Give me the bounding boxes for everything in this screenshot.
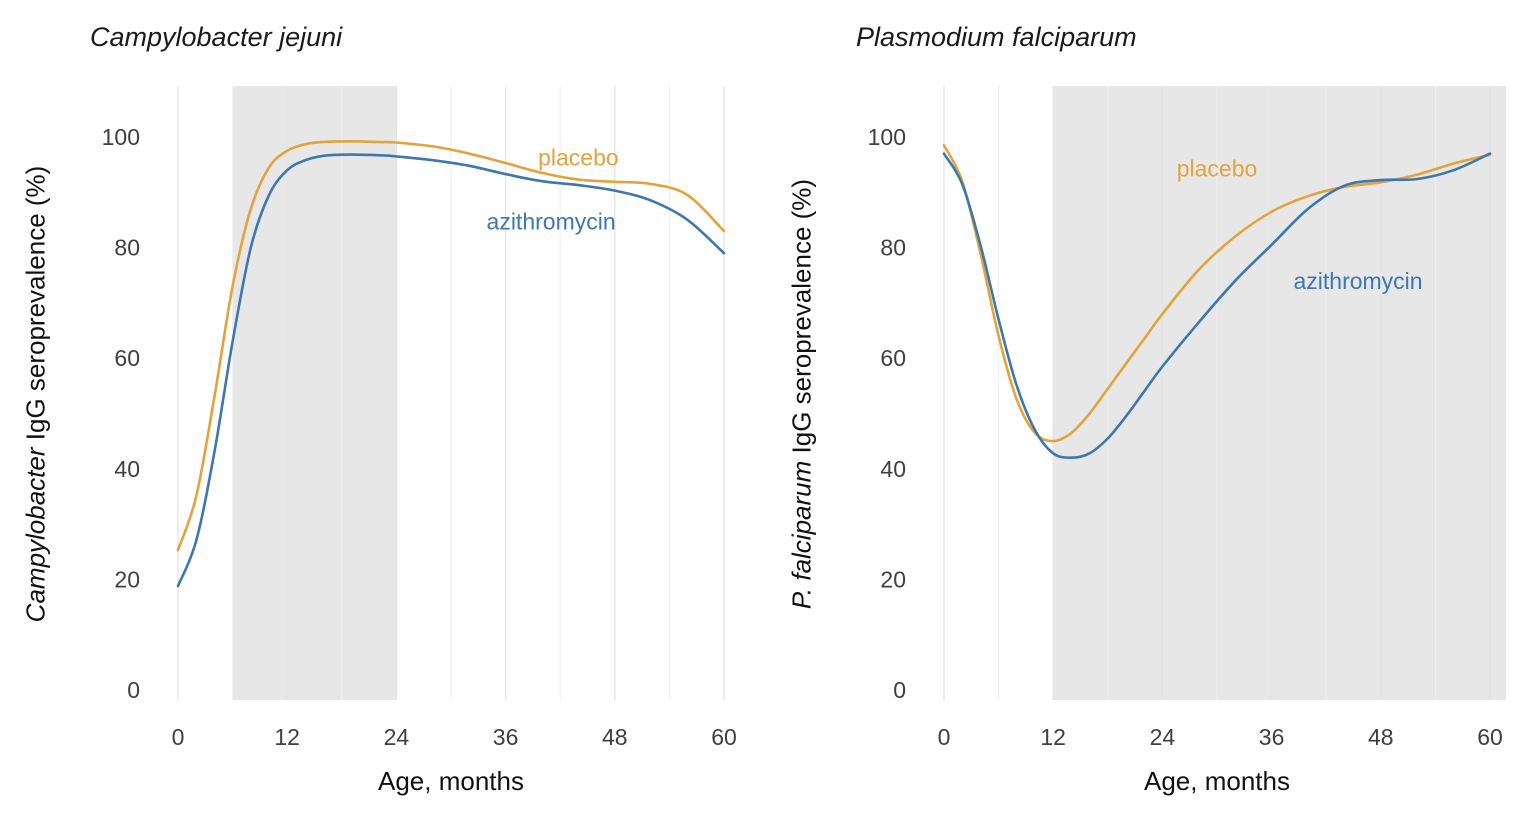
treatment-period-band [1053, 86, 1506, 700]
y-tick-labels: 0 20 40 60 80 100 [102, 124, 140, 703]
placebo-curve [176, 140, 726, 552]
svg-text:12: 12 [274, 724, 300, 750]
svg-text:12: 12 [1040, 724, 1066, 750]
panel-campylobacter: placebo azithromycin 0 20 40 60 80 100 0 12 24 36 48… [21, 22, 737, 796]
svg-text:20: 20 [114, 566, 140, 592]
svg-text:100: 100 [868, 124, 906, 150]
svg-text:48: 48 [1368, 724, 1394, 750]
y-axis-title-rest-part: IgG seroprevalence (%) [20, 165, 51, 448]
svg-text:60: 60 [711, 724, 737, 750]
panel-title-campylobacter: Campylobacter jejuni [90, 22, 343, 52]
azithromycin-label: azithromycin [487, 209, 616, 235]
placebo-label: placebo [1177, 156, 1258, 182]
svg-text:0: 0 [893, 677, 906, 703]
placebo-curve [942, 144, 1492, 443]
y-axis-title-falciparum: P. falciparum IgG seroprevalence (%) [787, 179, 818, 609]
azithromycin-label: azithromycin [1293, 268, 1422, 294]
svg-text:0: 0 [172, 724, 185, 750]
svg-text:60: 60 [114, 345, 140, 371]
azithromycin-curve [942, 152, 1492, 460]
y-axis-title-campylobacter: Campylobacter IgG seroprevalence (%) [21, 166, 52, 623]
y-axis-title-rest-part: IgG seroprevalence (%) [786, 178, 817, 461]
svg-text:60: 60 [1477, 724, 1503, 750]
svg-text:0: 0 [127, 677, 140, 703]
svg-text:24: 24 [1150, 724, 1176, 750]
svg-text:36: 36 [493, 724, 519, 750]
y-tick-labels: 0 20 40 60 80 100 [868, 124, 906, 703]
panel-falciparum: placebo azithromycin 0 20 40 60 80 100 0 12 24 36 48… [766, 0, 1532, 822]
y-axis-title-italic-part: P. falciparum [786, 460, 817, 610]
treatment-period-band [232, 86, 397, 700]
panel-title-falciparum: Plasmodium falciparum [856, 22, 1137, 52]
svg-text:60: 60 [880, 345, 906, 371]
campylobacter-plot-area: placebo azithromycin 0 20 40 60 80 100 0 12 24 36 48… [102, 86, 737, 750]
svg-text:40: 40 [880, 456, 906, 482]
svg-text:20: 20 [880, 566, 906, 592]
svg-text:24: 24 [384, 724, 410, 750]
svg-text:80: 80 [114, 235, 140, 261]
svg-text:48: 48 [602, 724, 628, 750]
x-axis-title-campylobacter: Age, months [378, 766, 524, 796]
y-axis-title-italic-part: Campylobacter [20, 447, 51, 623]
gridlines [177, 86, 725, 700]
x-axis-title-falciparum: Age, months [1144, 766, 1290, 796]
svg-text:36: 36 [1259, 724, 1285, 750]
azithromycin-curve [176, 153, 726, 588]
gridlines [943, 86, 1491, 700]
x-tick-labels: 0 12 24 36 48 60 [172, 724, 737, 750]
svg-text:100: 100 [102, 124, 140, 150]
x-tick-labels: 0 12 24 36 48 60 [938, 724, 1503, 750]
svg-text:0: 0 [938, 724, 951, 750]
svg-text:80: 80 [880, 235, 906, 261]
falciparum-plot-area: placebo azithromycin 0 20 40 60 80 100 0 12 24 36 48… [868, 86, 1506, 750]
svg-text:40: 40 [114, 456, 140, 482]
placebo-label: placebo [538, 144, 619, 170]
